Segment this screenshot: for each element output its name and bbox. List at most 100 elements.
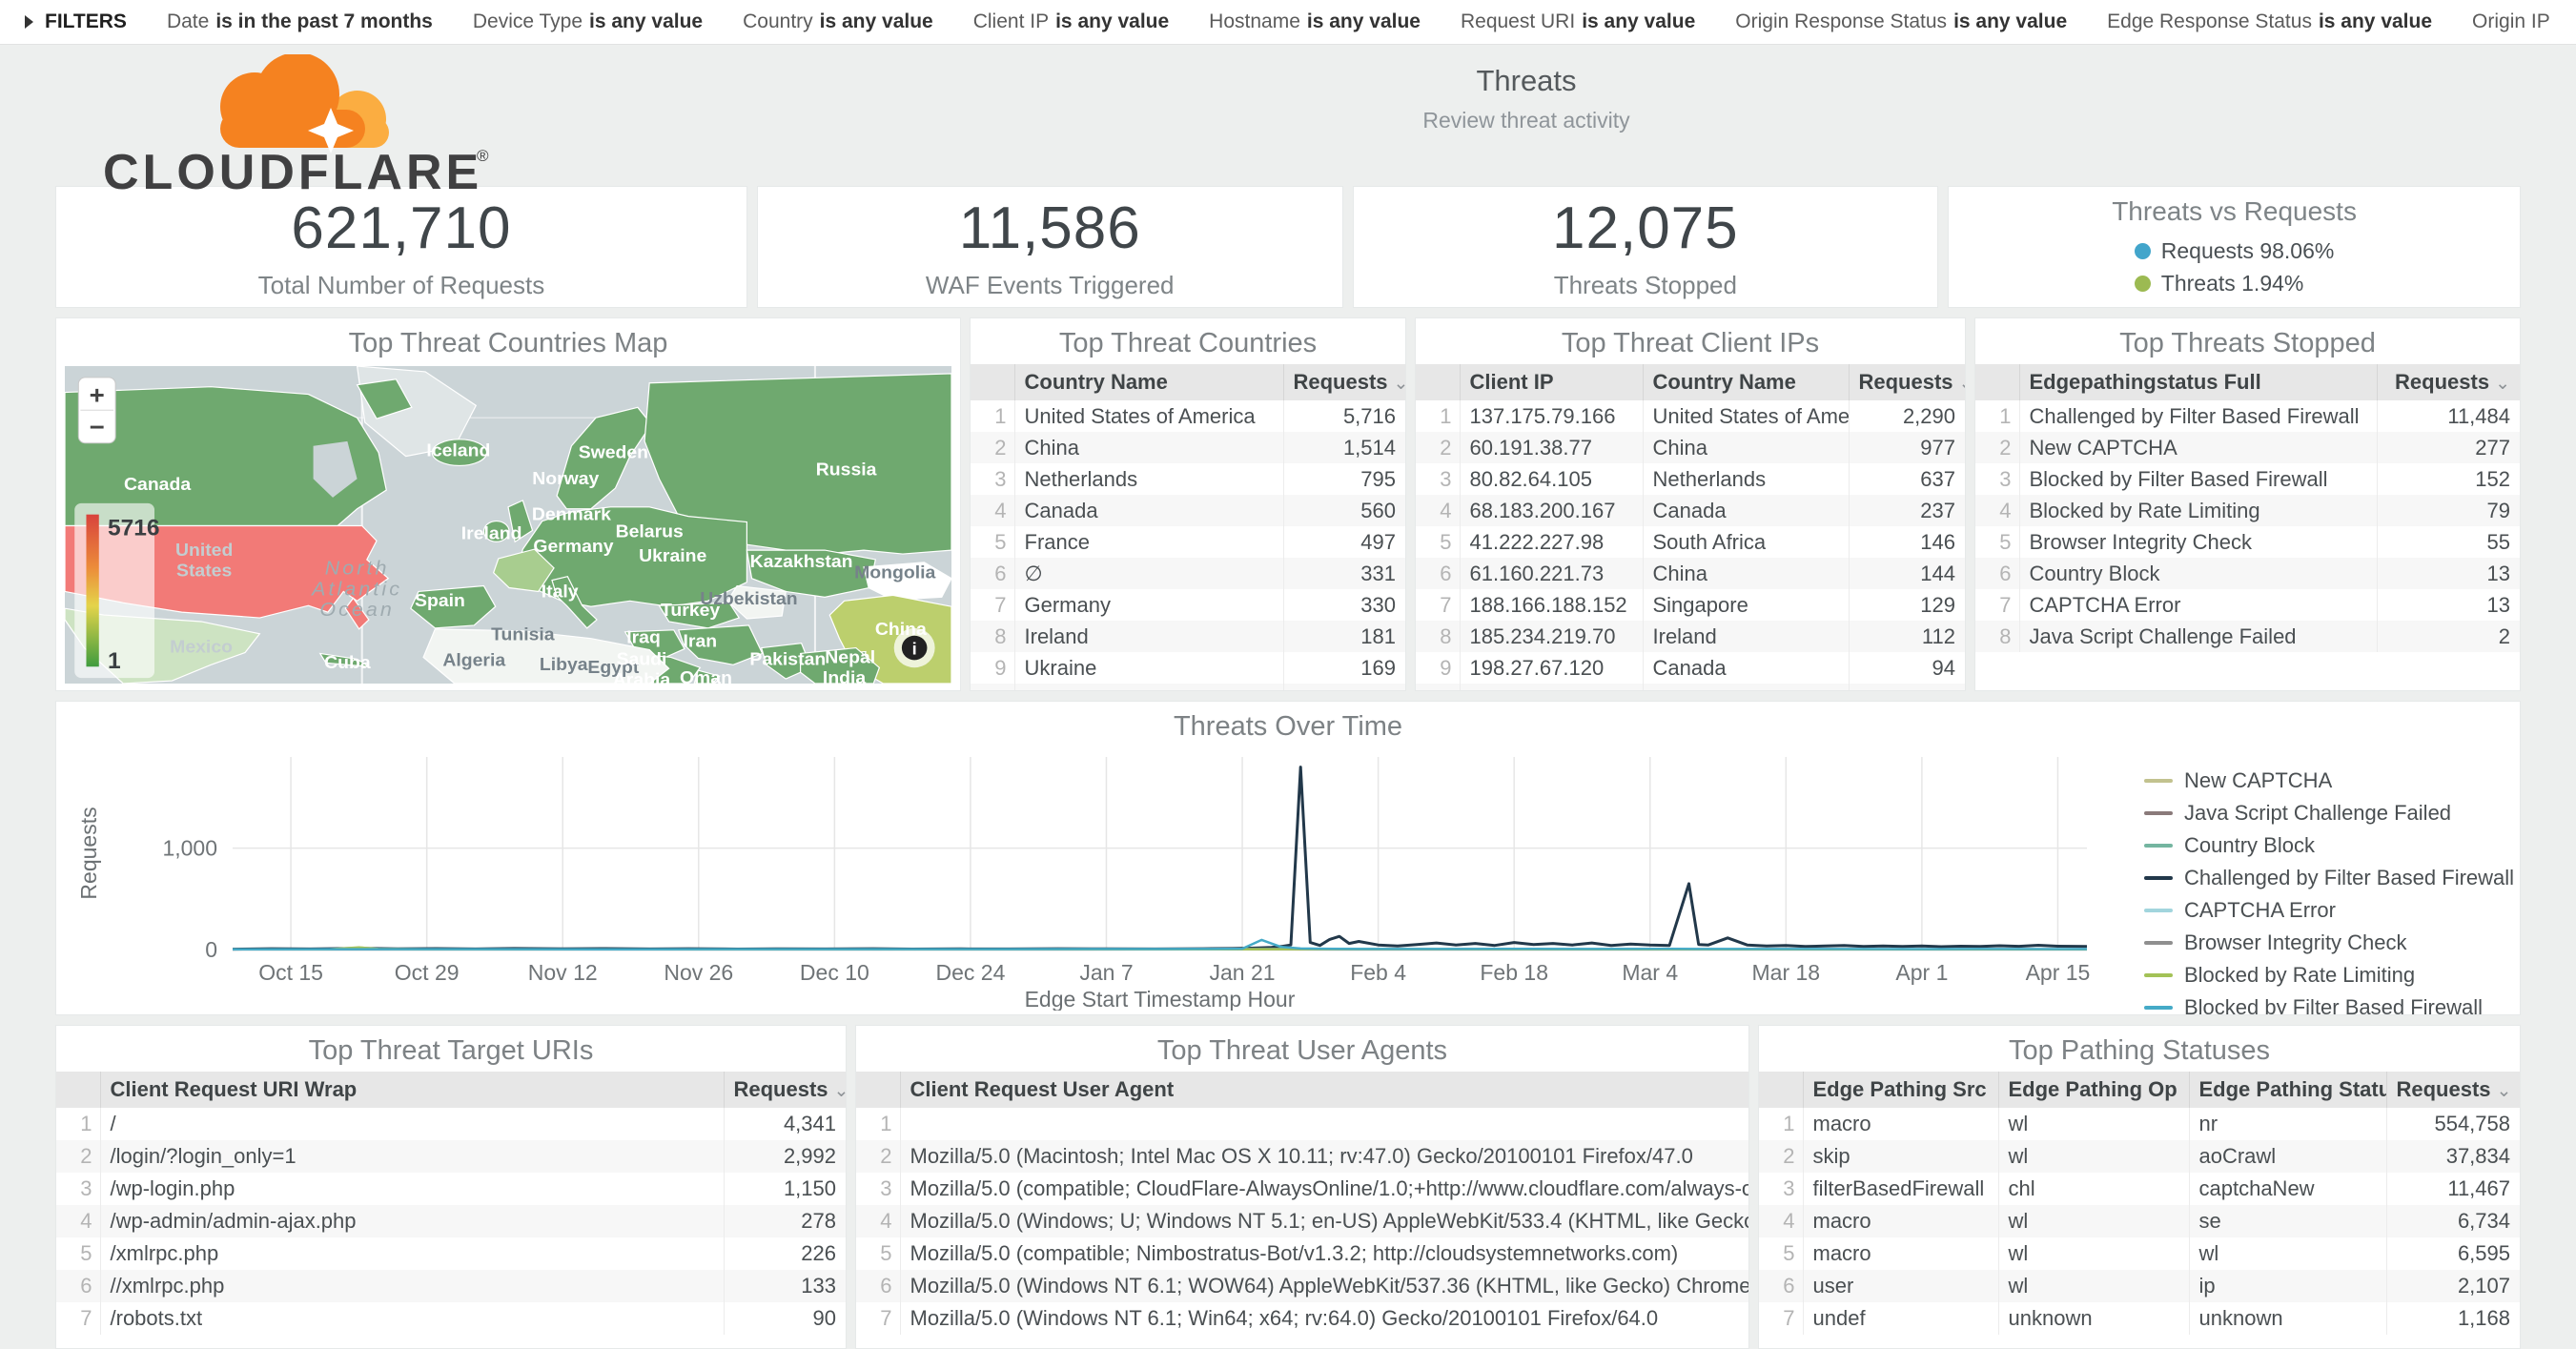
- cell: 137.175.79.166: [1460, 400, 1643, 432]
- map-country-label: Pakistan: [749, 650, 826, 670]
- column-header[interactable]: Edge Pathing Status: [2189, 1072, 2386, 1108]
- legend-item[interactable]: Java Script Challenge Failed: [2144, 801, 2514, 826]
- filters-toggle[interactable]: FILTERS: [25, 10, 127, 33]
- column-header[interactable]: Edge Pathing Src: [1803, 1072, 1998, 1108]
- table-row: 10Singapore158: [971, 684, 1405, 691]
- rank-column-header: [856, 1072, 900, 1108]
- cloudflare-logo: CLOUDFLARE ®: [95, 54, 505, 197]
- cell: China: [1643, 684, 1849, 691]
- panel-title: Top Threat User Agents: [856, 1026, 1748, 1072]
- column-header[interactable]: Requests⌄: [1283, 364, 1405, 400]
- kpi-row: 621,710 Total Number of Requests 11,586 …: [55, 186, 2521, 308]
- column-header[interactable]: Edgepathingstatus Full: [2019, 364, 2377, 400]
- row-rank: 1: [56, 1108, 100, 1140]
- map-zoom-in-button[interactable]: +: [90, 380, 105, 409]
- cell: United States of America: [1014, 400, 1283, 432]
- column-header[interactable]: Client IP: [1460, 364, 1643, 400]
- dashboard-content: CLOUDFLARE ® Threats Review threat activ…: [0, 45, 2576, 1349]
- dashboard-header: CLOUDFLARE ® Threats Review threat activ…: [55, 51, 2521, 186]
- legend-item[interactable]: Challenged by Filter Based Firewall: [2144, 866, 2514, 890]
- row-rank: 8: [971, 621, 1014, 652]
- cell: /wp-login.php: [100, 1173, 724, 1205]
- legend-item[interactable]: Country Block: [2144, 833, 2514, 858]
- cell: 41.222.227.98: [1460, 526, 1643, 558]
- legend-swatch-icon: [2144, 811, 2173, 815]
- column-header[interactable]: Requests⌄: [2377, 364, 2520, 400]
- cell: aoCrawl: [2189, 1140, 2386, 1173]
- row-rank: 5: [1759, 1237, 1803, 1270]
- cell: Blocked by Filter Based Firewall: [2019, 463, 2377, 495]
- row-rank: 4: [1759, 1205, 1803, 1237]
- map-zoom-out-button[interactable]: −: [90, 412, 105, 440]
- cell: 61.160.221.73: [1460, 558, 1643, 589]
- cell: 2,107: [2386, 1270, 2520, 1302]
- legend-item[interactable]: Blocked by Filter Based Firewall: [2144, 995, 2514, 1015]
- map-country-label: Sweden: [579, 443, 648, 463]
- column-header[interactable]: Client Request URI Wrap: [100, 1072, 724, 1108]
- column-header[interactable]: Requests⌄: [1849, 364, 1965, 400]
- cell: 331: [1283, 558, 1405, 589]
- panel-title: Top Threat Countries: [971, 318, 1405, 364]
- cell: Singapore: [1643, 589, 1849, 621]
- column-header[interactable]: Requests⌄: [2386, 1072, 2520, 1108]
- cell: 2: [2377, 621, 2520, 652]
- legend-item[interactable]: New CAPTCHA: [2144, 768, 2514, 793]
- cell: macro: [1803, 1205, 1998, 1237]
- cell: nr: [2189, 1108, 2386, 1140]
- legend-item[interactable]: CAPTCHA Error: [2144, 898, 2514, 923]
- y-tick-label: 0: [205, 937, 217, 962]
- sort-desc-icon: ⌄: [1959, 374, 1965, 394]
- cell: 152: [2377, 463, 2520, 495]
- x-tick-label: Nov 12: [528, 960, 598, 985]
- filters-label: FILTERS: [45, 10, 127, 33]
- column-header[interactable]: Edge Pathing Op: [1998, 1072, 2189, 1108]
- x-tick-label: Jan 7: [1079, 960, 1133, 985]
- column-header[interactable]: Country Name: [1643, 364, 1849, 400]
- cell: 158: [1283, 684, 1405, 691]
- registered-mark: ®: [477, 147, 489, 165]
- map-country-label: Iran: [684, 632, 718, 652]
- cell: 237: [1849, 495, 1965, 526]
- cell: Canada: [1643, 652, 1849, 684]
- map-country-label: Spain: [415, 592, 465, 612]
- map-info-button[interactable]: i: [894, 628, 935, 667]
- legend-label: Blocked by Rate Limiting: [2184, 963, 2415, 988]
- cell: undef: [1803, 1302, 1998, 1335]
- legend-dot-icon: [2135, 243, 2151, 259]
- legend-item[interactable]: Blocked by Rate Limiting: [2144, 963, 2514, 988]
- legend-label: Challenged by Filter Based Firewall: [2184, 866, 2514, 890]
- column-header[interactable]: Country Name: [1014, 364, 1283, 400]
- column-header[interactable]: Client Request User Agent: [900, 1072, 1748, 1108]
- cell: 795: [1283, 463, 1405, 495]
- cell: 61.160.247.127: [1460, 684, 1643, 691]
- legend-item[interactable]: Browser Integrity Check: [2144, 930, 2514, 955]
- column-header[interactable]: Requests⌄: [724, 1072, 846, 1108]
- row-rank: 8: [1416, 621, 1460, 652]
- cell: 90: [724, 1302, 846, 1335]
- cell: 80.82.64.105: [1460, 463, 1643, 495]
- world-map[interactable]: CanadaUnitedStatesMexicoCubaIcelandSwede…: [65, 366, 951, 684]
- map-country-label: Norway: [532, 469, 600, 489]
- cell: 1,150: [724, 1173, 846, 1205]
